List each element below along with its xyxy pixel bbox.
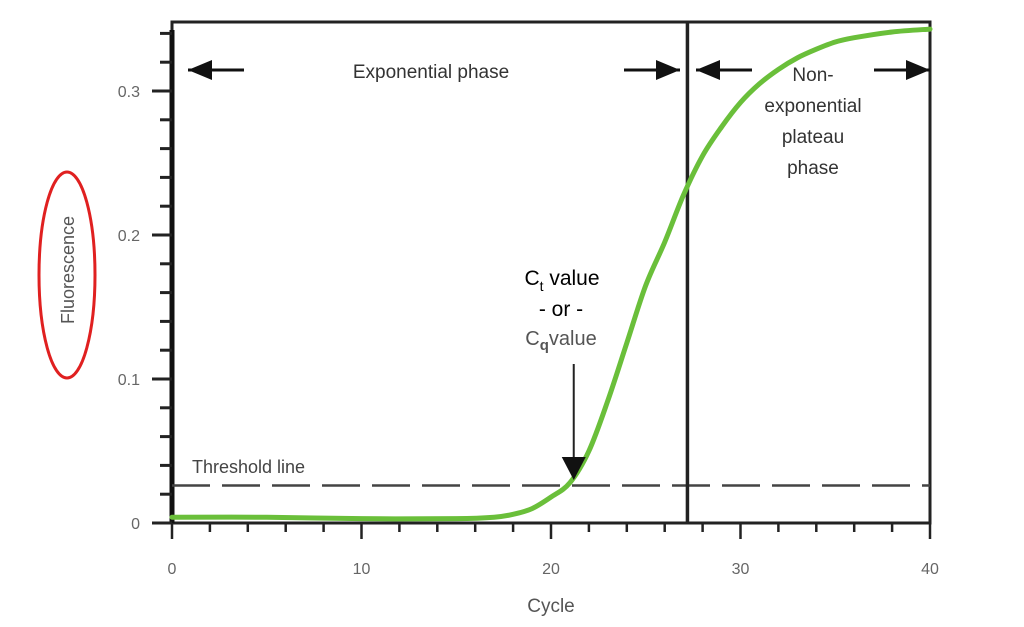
x-tick-label: 10 [353, 561, 371, 578]
amplification-curve [169, 26, 933, 522]
y-tick-label: 0.1 [118, 372, 140, 389]
x-tick-label: 30 [732, 561, 750, 578]
y-axis-label: Fluorescence [58, 216, 78, 324]
plateau-line: phase [787, 158, 839, 179]
plateau-left-arrow-head-icon [696, 60, 720, 80]
plateau-right-arrow-head-icon [906, 60, 930, 80]
x-axis-label: Cycle [527, 596, 575, 617]
ct-value-label: Ct value [524, 267, 599, 294]
y-tick-label: 0.2 [118, 228, 140, 245]
x-tick-label: 40 [921, 561, 939, 578]
plateau-line: Non- [792, 65, 833, 86]
y-tick-label: 0.3 [118, 84, 140, 101]
plateau-line: exponential [764, 96, 861, 117]
or-label: - or - [539, 298, 583, 321]
ct-arrow-head-icon [561, 457, 586, 480]
x-tick-label: 0 [168, 561, 177, 578]
exponential-phase-label: Exponential phase [353, 62, 509, 83]
plateau-line: plateau [782, 127, 844, 148]
plateau-phase-label: Non- exponential plateau phase [764, 65, 861, 179]
cq-value-label: Cqvalue [525, 328, 596, 354]
exp-left-arrow-head-icon [188, 60, 212, 80]
exp-right-arrow-head-icon [656, 60, 680, 80]
x-tick-label: 20 [542, 561, 560, 578]
y-tick-label: 0 [131, 516, 140, 533]
y-axis-label-highlight [37, 170, 97, 380]
threshold-line-label: Threshold line [192, 457, 305, 477]
